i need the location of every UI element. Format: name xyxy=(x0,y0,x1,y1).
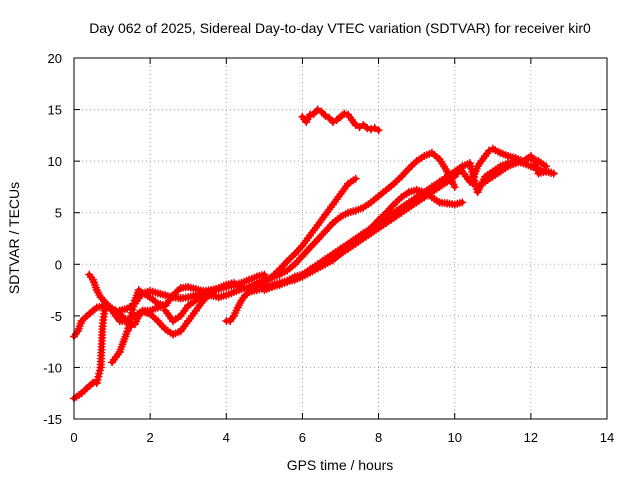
y-axis-ticks: -15 -10 -5 0 5 10 15 20 xyxy=(43,51,607,427)
x-axis-ticks: 0 2 4 6 8 10 12 14 xyxy=(70,58,614,445)
y-axis-label: SDTVAR / TECUs xyxy=(6,182,22,294)
data-point-marker xyxy=(363,124,372,133)
y-tick-label: -10 xyxy=(43,360,62,375)
data-point-marker xyxy=(367,125,375,134)
data-point-marker xyxy=(106,303,115,312)
series-track-4 xyxy=(108,174,360,367)
grid-lines xyxy=(74,58,607,419)
series-track-12 xyxy=(458,154,551,191)
data-point-marker xyxy=(542,162,551,171)
y-tick-label: 0 xyxy=(55,257,62,272)
data-point-marker xyxy=(306,110,314,119)
data-point-marker xyxy=(450,182,459,191)
y-tick-label: 20 xyxy=(48,51,62,66)
data-point-marker xyxy=(351,174,360,183)
plot-frame xyxy=(73,57,608,420)
x-tick-label: 12 xyxy=(524,430,538,445)
x-axis-label: GPS time / hours xyxy=(287,457,394,473)
x-tick-label: 0 xyxy=(70,430,77,445)
x-tick-label: 4 xyxy=(223,430,230,445)
data-point-marker xyxy=(87,380,96,389)
data-point-marker xyxy=(136,287,145,296)
y-tick-label: 5 xyxy=(55,206,62,221)
chart-title: Day 062 of 2025, Sidereal Day-to-day VTE… xyxy=(89,20,591,36)
y-tick-label: -15 xyxy=(43,412,62,427)
x-tick-label: 14 xyxy=(600,430,614,445)
data-point-marker xyxy=(340,109,349,118)
x-tick-label: 2 xyxy=(147,430,154,445)
data-point-marker xyxy=(458,198,467,207)
data-point-marker xyxy=(549,169,558,178)
data-point-marker xyxy=(374,126,383,135)
x-tick-label: 8 xyxy=(375,430,382,445)
data-point-marker xyxy=(90,305,99,314)
series-track-8 xyxy=(351,186,467,246)
y-tick-label: 15 xyxy=(48,103,62,118)
y-tick-label: -5 xyxy=(50,309,62,324)
x-tick-label: 6 xyxy=(299,430,306,445)
data-point-marker xyxy=(243,289,252,298)
x-tick-label: 10 xyxy=(447,430,461,445)
data-series xyxy=(70,105,558,403)
y-tick-label: 10 xyxy=(48,154,62,169)
series-track-9 xyxy=(298,105,383,135)
series-line xyxy=(109,176,359,365)
